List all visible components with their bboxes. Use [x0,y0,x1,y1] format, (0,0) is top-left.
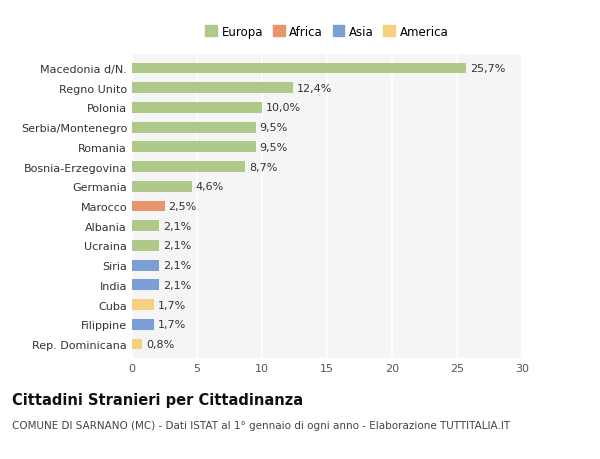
Text: 1,7%: 1,7% [158,319,186,330]
Bar [132,221,160,232]
Text: 2,5%: 2,5% [169,202,197,212]
Text: 2,1%: 2,1% [163,221,191,231]
Bar [132,181,192,192]
Bar [132,83,293,94]
Bar [132,300,154,310]
Text: 8,7%: 8,7% [249,162,277,172]
Text: 9,5%: 9,5% [259,143,287,152]
Text: COMUNE DI SARNANO (MC) - Dati ISTAT al 1° gennaio di ogni anno - Elaborazione TU: COMUNE DI SARNANO (MC) - Dati ISTAT al 1… [12,420,510,430]
Bar [132,142,256,153]
Bar [132,63,466,74]
Text: 25,7%: 25,7% [470,64,505,74]
Text: 2,1%: 2,1% [163,261,191,270]
Bar [132,319,154,330]
Bar [132,162,245,173]
Bar [132,103,262,113]
Bar [132,260,160,271]
Bar [132,280,160,291]
Text: Cittadini Stranieri per Cittadinanza: Cittadini Stranieri per Cittadinanza [12,392,303,408]
Text: 2,1%: 2,1% [163,241,191,251]
Text: 9,5%: 9,5% [259,123,287,133]
Bar [132,241,160,251]
Bar [132,339,142,350]
Bar [132,201,164,212]
Text: 12,4%: 12,4% [297,84,332,94]
Bar [132,123,256,133]
Legend: Europa, Africa, Asia, America: Europa, Africa, Asia, America [200,21,454,43]
Text: 10,0%: 10,0% [266,103,301,113]
Text: 2,1%: 2,1% [163,280,191,290]
Text: 0,8%: 0,8% [146,339,175,349]
Text: 1,7%: 1,7% [158,300,186,310]
Text: 4,6%: 4,6% [196,182,224,192]
